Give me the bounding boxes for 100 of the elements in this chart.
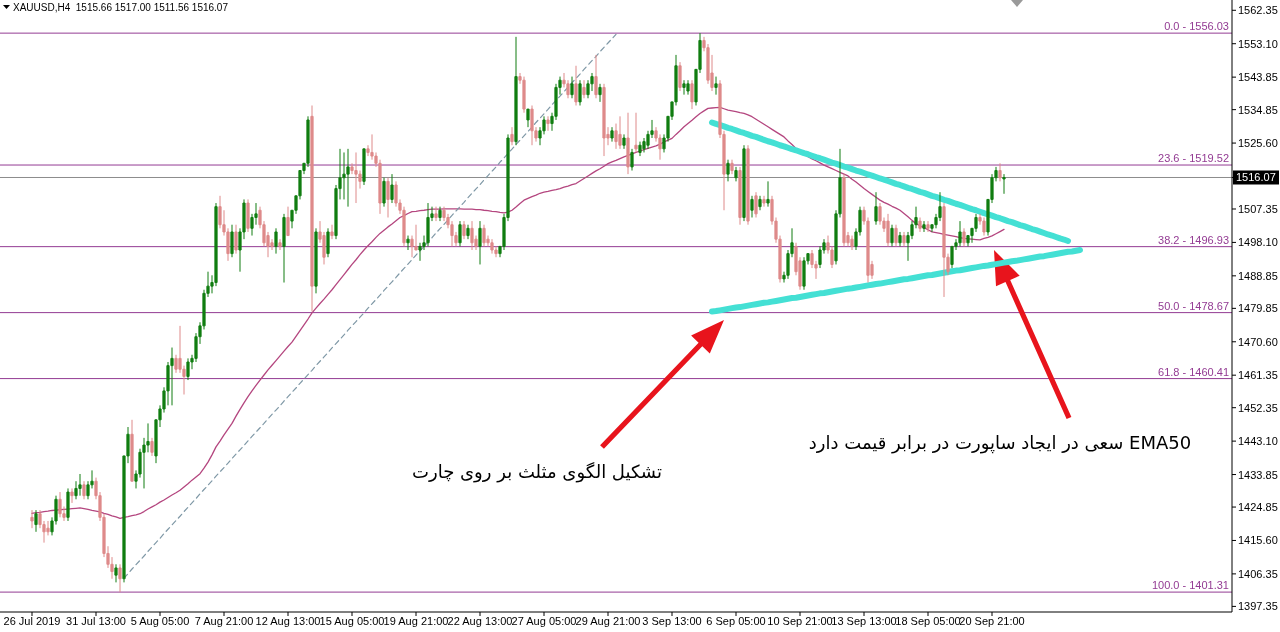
candlestick bbox=[386, 177, 390, 218]
candlestick bbox=[750, 195, 754, 218]
x-tick-label: 19 Aug 21:00 bbox=[383, 615, 449, 627]
candlestick bbox=[234, 224, 238, 255]
x-tick-label: 27 Aug 05:00 bbox=[511, 615, 577, 627]
candlestick bbox=[246, 198, 250, 233]
candlestick bbox=[918, 216, 922, 233]
y-tick-label: 1525.60 bbox=[1238, 137, 1278, 150]
candlestick bbox=[622, 133, 626, 150]
candlestick bbox=[326, 227, 330, 258]
candlestick bbox=[438, 206, 442, 222]
x-tick-label: 5 Aug 05:00 bbox=[130, 615, 190, 627]
candlestick bbox=[758, 195, 762, 211]
candlestick bbox=[582, 79, 586, 99]
candlestick bbox=[314, 227, 318, 294]
candlestick bbox=[898, 231, 902, 247]
candlestick bbox=[282, 213, 286, 284]
candlestick bbox=[510, 126, 514, 146]
candlestick bbox=[530, 104, 534, 146]
candlestick bbox=[546, 115, 550, 132]
annotation: 50.0 - 1478.67 bbox=[1158, 299, 1229, 312]
candlestick bbox=[958, 220, 962, 247]
candlestick bbox=[470, 220, 474, 251]
candlestick bbox=[894, 224, 898, 247]
chart-title: XAUUSD,H4 1515.66 1517.00 1511.56 1516.07 bbox=[13, 2, 229, 13]
y-tick-label: 1507.35 bbox=[1238, 203, 1278, 215]
candlestick bbox=[618, 115, 622, 150]
x-tick-label: 3 Sep 13:00 bbox=[642, 615, 702, 627]
candlestick bbox=[522, 76, 526, 114]
y-tick-label: 1424.85 bbox=[1238, 501, 1278, 514]
candlestick bbox=[962, 227, 966, 247]
candlestick bbox=[230, 224, 234, 258]
x-tick-label: 6 Sep 05:00 bbox=[706, 615, 766, 627]
candlestick bbox=[310, 104, 314, 312]
candlestick bbox=[714, 76, 718, 96]
candlestick bbox=[886, 213, 890, 247]
x-tick-label: 26 Jul 2019 bbox=[3, 615, 61, 627]
candlestick bbox=[426, 202, 430, 247]
candlestick bbox=[478, 220, 482, 265]
candlestick bbox=[346, 148, 350, 208]
candlestick bbox=[118, 563, 122, 593]
x-tick-label: 20 Sep 21:00 bbox=[959, 615, 1025, 627]
y-tick-label: 1433.85 bbox=[1238, 468, 1278, 481]
candlestick bbox=[626, 112, 630, 175]
candlestick bbox=[170, 347, 174, 406]
x-tick-label: 22 Aug 13:00 bbox=[447, 615, 513, 627]
y-tick-label: 1406.35 bbox=[1238, 567, 1278, 580]
x-tick-label: 15 Aug 05:00 bbox=[319, 615, 385, 627]
candlestick bbox=[58, 491, 62, 518]
candlestick bbox=[578, 79, 582, 106]
candlestick bbox=[942, 202, 946, 298]
candlestick bbox=[278, 238, 282, 251]
candlestick bbox=[602, 83, 606, 157]
candlestick bbox=[490, 238, 494, 255]
candlestick bbox=[482, 224, 486, 247]
candlestick bbox=[634, 112, 638, 153]
candlestick bbox=[762, 195, 766, 208]
candlestick bbox=[130, 419, 134, 482]
candlestick bbox=[982, 216, 986, 237]
candlestick bbox=[186, 357, 190, 381]
annotation: 38.2 - 1496.93 bbox=[1158, 233, 1229, 246]
y-tick-label: 1443.10 bbox=[1238, 435, 1278, 448]
candlestick bbox=[150, 437, 154, 457]
candlestick bbox=[850, 235, 854, 251]
candlestick bbox=[922, 220, 926, 233]
candlestick bbox=[466, 224, 470, 240]
candlestick bbox=[362, 148, 366, 186]
candlestick bbox=[842, 173, 846, 247]
candlestick bbox=[726, 159, 730, 182]
candlestick bbox=[746, 144, 750, 226]
candlestick bbox=[926, 220, 930, 233]
candlestick bbox=[434, 206, 438, 222]
annotation: تشکیل الگوی مثلث بر روی چارت bbox=[412, 461, 662, 483]
candlestick bbox=[594, 54, 598, 99]
y-tick-label: 1470.60 bbox=[1238, 335, 1278, 348]
candlestick bbox=[686, 79, 690, 96]
y-tick-label: 1534.85 bbox=[1238, 103, 1278, 116]
candlestick bbox=[526, 108, 530, 128]
x-tick-label: 7 Aug 21:00 bbox=[194, 615, 254, 627]
candlestick bbox=[70, 487, 74, 504]
candlestick bbox=[766, 180, 770, 208]
x-tick-label: 12 Aug 13:00 bbox=[255, 615, 321, 627]
y-tick-label: 1461.35 bbox=[1238, 369, 1278, 382]
candlestick bbox=[874, 191, 878, 226]
candlestick bbox=[78, 473, 82, 497]
y-tick-label: 1452.35 bbox=[1238, 401, 1278, 414]
x-tick-label: 29 Aug 21:00 bbox=[575, 615, 641, 627]
annotation: 100.0 - 1401.31 bbox=[1151, 579, 1229, 592]
candlestick bbox=[574, 65, 578, 106]
annotation: EMA50 سعی در ایجاد ساپورت در برابر قیمت دارد bbox=[808, 432, 1192, 454]
candlestick bbox=[330, 224, 334, 240]
candlestick bbox=[638, 141, 642, 157]
x-tick-label: 10 Sep 21:00 bbox=[767, 615, 833, 627]
candlestick bbox=[730, 159, 734, 175]
candlestick bbox=[382, 177, 386, 208]
candlestick bbox=[34, 509, 38, 533]
x-tick-label: 13 Sep 13:00 bbox=[831, 615, 897, 627]
candlestick bbox=[742, 144, 746, 222]
candlestick bbox=[274, 227, 278, 255]
candlestick bbox=[902, 231, 906, 247]
